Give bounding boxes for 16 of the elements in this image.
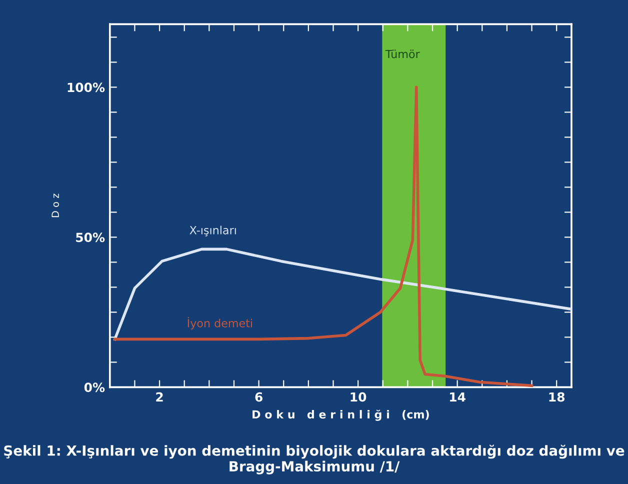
x-tick-label: 18 — [549, 392, 565, 402]
text: Şekil 1: X-Işınları ve iyon demetinin biyolojik dokulara aktardığı doz dağılımı ve Bragg-Maksimumu /1/ — [4, 444, 624, 474]
x-tick-label: 14 — [450, 392, 466, 402]
y-axis-title: D o z — [52, 194, 59, 218]
y-tick-label: 0% — [84, 382, 105, 392]
series-label: X-ışınları — [190, 226, 236, 236]
band-label: Tümör — [385, 50, 420, 58]
x-tick-label: 6 — [255, 392, 262, 402]
x-tick-label: 10 — [350, 392, 366, 402]
line-series — [113, 248, 572, 341]
x-axis-title: D o k u d e r i n l i ğ i (cm) — [252, 410, 429, 421]
y-tick-label: 50% — [76, 232, 105, 242]
x-tick-label: 2 — [156, 392, 163, 402]
series-label: İyon demeti — [188, 317, 252, 330]
line-series — [113, 86, 534, 388]
y-tick-label: 100% — [68, 82, 105, 92]
